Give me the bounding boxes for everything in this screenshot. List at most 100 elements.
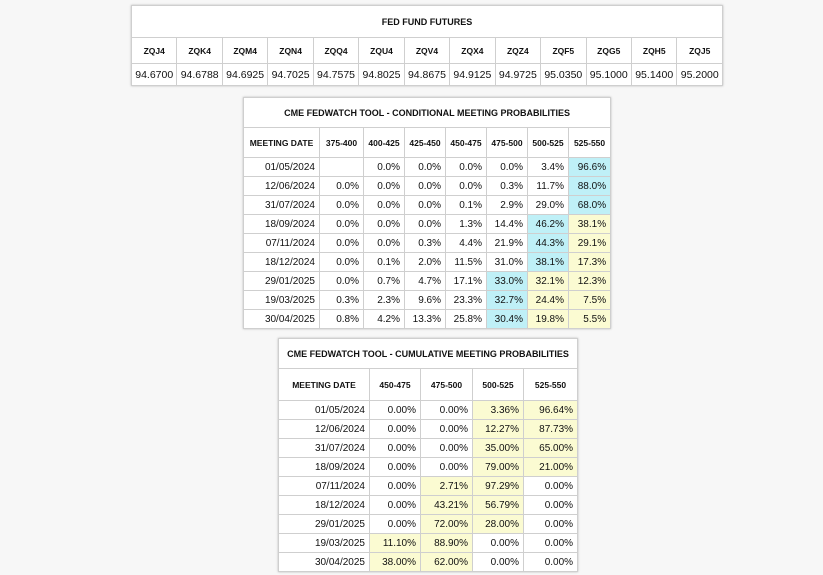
probability: 11.5% — [445, 252, 487, 272]
probability: 0.8% — [319, 309, 364, 329]
probability: 4.7% — [404, 271, 446, 291]
probability: 0.3% — [404, 233, 446, 253]
futures-price: 94.6788 — [176, 63, 223, 86]
meeting-date: 19/03/2025 — [243, 290, 320, 310]
probability: 65.00% — [522, 438, 579, 458]
probability: 0.0% — [363, 214, 405, 234]
probability: 0.00% — [369, 476, 421, 496]
futures-price: 94.6700 — [130, 63, 178, 86]
probability: 0.1% — [445, 195, 487, 215]
column-header: 500-525 — [472, 368, 524, 401]
column-header: 475-500 — [486, 127, 528, 158]
futures-price: 94.7025 — [267, 63, 314, 86]
probability: 0.00% — [420, 419, 473, 439]
column-header: MEETING DATE — [278, 368, 370, 401]
probability: 17.3% — [567, 252, 612, 272]
probability: 0.0% — [404, 157, 446, 177]
column-header: ZQJ5 — [676, 37, 724, 64]
probability: 29.0% — [527, 195, 569, 215]
probability: 0.00% — [522, 476, 579, 496]
meeting-date: 31/07/2024 — [243, 195, 320, 215]
probability: 0.00% — [369, 457, 421, 477]
probability: 1.3% — [445, 214, 487, 234]
probability: 9.6% — [404, 290, 446, 310]
meeting-date: 29/01/2025 — [243, 271, 320, 291]
probability: 0.3% — [319, 290, 364, 310]
meeting-date: 12/06/2024 — [243, 176, 320, 196]
probability: 14.4% — [486, 214, 528, 234]
probability: 0.00% — [420, 400, 473, 420]
probability: 0.00% — [420, 457, 473, 477]
column-header: ZQQ4 — [312, 37, 360, 64]
column-header: 450-475 — [369, 368, 421, 401]
probability: 38.00% — [369, 552, 421, 572]
probability: 0.0% — [445, 176, 487, 196]
probability: 0.0% — [363, 233, 405, 253]
probability: 0.0% — [363, 176, 405, 196]
probability: 24.4% — [527, 290, 569, 310]
probability: 88.90% — [420, 533, 473, 553]
table-title: CME FEDWATCH TOOL - CUMULATIVE MEETING P… — [277, 338, 579, 369]
probability: 0.00% — [369, 514, 421, 534]
probability: 43.21% — [420, 495, 473, 515]
cumulative-table: CME FEDWATCH TOOL - CUMULATIVE MEETING P… — [277, 338, 579, 572]
probability: 21.9% — [486, 233, 528, 253]
probability: 44.3% — [527, 233, 569, 253]
column-header: ZQV4 — [403, 37, 451, 64]
column-header: 450-475 — [445, 127, 487, 158]
probability: 56.79% — [472, 495, 524, 515]
probability: 68.0% — [567, 195, 612, 215]
probability: 7.5% — [567, 290, 612, 310]
probability: 62.00% — [420, 552, 473, 572]
futures-price: 94.8675 — [403, 63, 451, 86]
probability: 23.3% — [445, 290, 487, 310]
probability: 12.3% — [567, 271, 612, 291]
probability: 0.00% — [369, 438, 421, 458]
futures-price: 95.1000 — [585, 63, 632, 86]
futures-price: 95.0350 — [540, 63, 587, 86]
probability: 0.00% — [522, 514, 579, 534]
probability: 5.5% — [567, 309, 612, 329]
probability: 11.10% — [369, 533, 421, 553]
meeting-date: 01/05/2024 — [278, 400, 370, 420]
probability: 2.3% — [363, 290, 405, 310]
probability: 32.1% — [527, 271, 569, 291]
column-header: ZQK4 — [176, 37, 223, 64]
column-header: ZQH5 — [630, 37, 678, 64]
probability: 3.4% — [527, 157, 569, 177]
probability: 96.6% — [567, 157, 612, 177]
probability: 0.0% — [404, 214, 446, 234]
meeting-date: 01/05/2024 — [243, 157, 320, 177]
futures-price: 94.6925 — [221, 63, 269, 86]
probability: 0.00% — [522, 495, 579, 515]
probability: 21.00% — [522, 457, 579, 477]
column-header: ZQF5 — [540, 37, 587, 64]
probability: 0.0% — [445, 157, 487, 177]
futures-price: 94.9725 — [494, 63, 542, 86]
probability: 33.0% — [486, 271, 528, 291]
probability: 0.1% — [363, 252, 405, 272]
probability: 3.36% — [472, 400, 524, 420]
meeting-date: 18/09/2024 — [243, 214, 320, 234]
probability: 0.0% — [319, 252, 364, 272]
probability: 79.00% — [472, 457, 524, 477]
meeting-date: 18/12/2024 — [278, 495, 370, 515]
probability: 31.0% — [486, 252, 528, 272]
table-title: FED FUND FUTURES — [130, 5, 724, 38]
probability — [319, 157, 364, 177]
column-header: 525-550 — [522, 368, 579, 401]
probability: 28.00% — [472, 514, 524, 534]
meeting-date: 12/06/2024 — [278, 419, 370, 439]
probability: 0.0% — [319, 233, 364, 253]
probability: 0.00% — [369, 495, 421, 515]
column-header: ZQZ4 — [494, 37, 542, 64]
probability: 0.00% — [472, 533, 524, 553]
probability: 38.1% — [567, 214, 612, 234]
probability: 0.00% — [369, 419, 421, 439]
meeting-date: 19/03/2025 — [278, 533, 370, 553]
probability: 2.9% — [486, 195, 528, 215]
probability: 0.0% — [319, 176, 364, 196]
probability: 19.8% — [527, 309, 569, 329]
probability: 2.0% — [404, 252, 446, 272]
